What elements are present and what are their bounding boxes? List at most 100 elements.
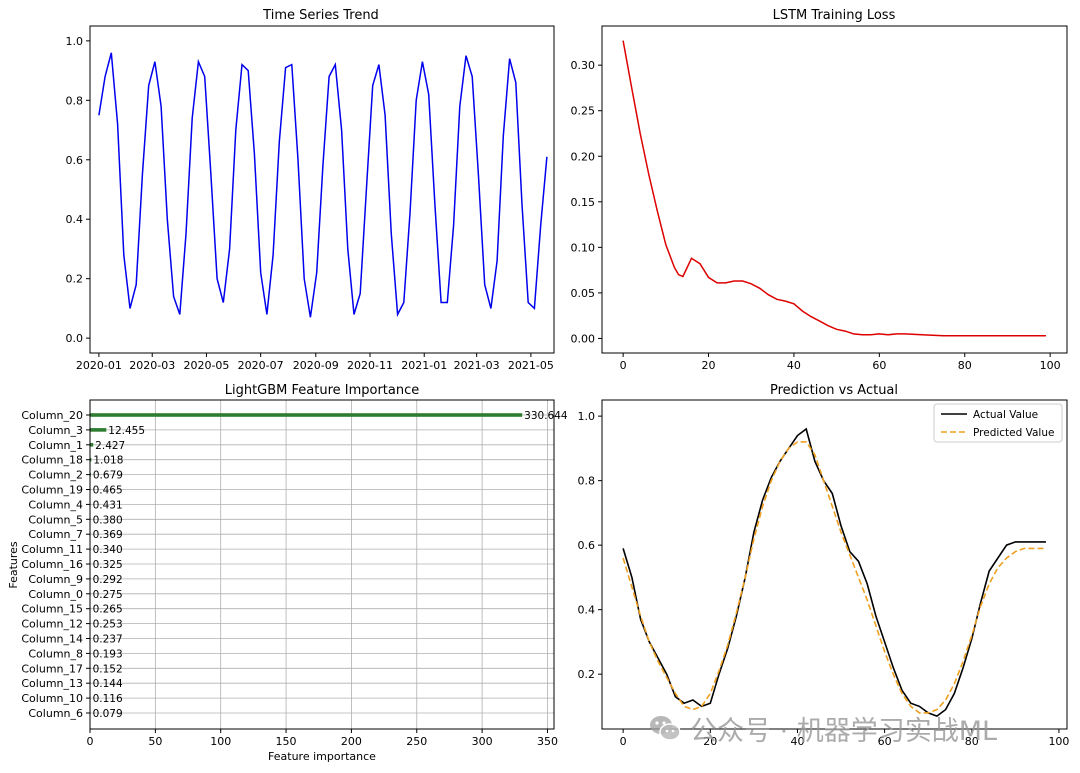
y-tick-label: 0.05 xyxy=(571,287,596,300)
x-tick-label: 2021-05 xyxy=(508,359,554,372)
bar-value-label: 1.018 xyxy=(93,455,123,467)
y-tick-label: 0.4 xyxy=(66,213,84,226)
legend: Actual Value Predicted Value xyxy=(933,403,1063,443)
training-loss-chart: LSTM Training Loss 0 20 40 60 80 100 0.00 0.05… xyxy=(571,8,1068,372)
bar-value-label: 12.455 xyxy=(108,425,145,437)
bar-value-label: 0.237 xyxy=(93,634,123,646)
plot-frame xyxy=(601,399,1068,730)
bar-value-label: 0.079 xyxy=(93,708,123,720)
y-tick-label: Column_20 xyxy=(21,409,83,422)
x-tick-label: 100 xyxy=(1048,735,1069,748)
bar xyxy=(90,428,107,432)
y-tick-label: Column_1 xyxy=(28,439,83,452)
predicted-series-line xyxy=(622,441,1046,714)
y-tick-label: 0.30 xyxy=(571,59,596,72)
x-tick-label: 2020-09 xyxy=(293,359,339,372)
bar-value-label: 0.679 xyxy=(93,470,123,482)
y-tick-label: 0.0 xyxy=(66,332,84,345)
x-tick-label: 20 xyxy=(702,359,716,372)
y-tick-label: 0.4 xyxy=(578,604,596,617)
chart-title: LSTM Training Loss xyxy=(773,8,896,23)
y-tick-label: 0.00 xyxy=(571,332,596,345)
grid xyxy=(89,400,554,729)
y-tick-label: 0.2 xyxy=(66,273,84,286)
x-tick-label: 100 xyxy=(1040,359,1061,372)
chart-title: Prediction vs Actual xyxy=(770,383,898,398)
plot-frame xyxy=(601,25,1068,354)
bar-value-label: 2.427 xyxy=(95,440,125,452)
y-tick-label: Column_16 xyxy=(21,558,83,571)
y-tick-label: 1.0 xyxy=(578,410,596,423)
bar-value-label: 0.380 xyxy=(93,514,123,526)
y-tick-label: Column_3 xyxy=(28,424,83,437)
chart-title: Time Series Trend xyxy=(262,8,379,23)
bar-value-label: 0.292 xyxy=(93,574,123,586)
y-axis: 0.0 0.2 0.4 0.6 0.8 1.0 xyxy=(66,35,90,345)
x-tick-label: 2020-05 xyxy=(183,359,229,372)
y-axis: 0.2 0.4 0.6 0.8 1.0 xyxy=(578,410,602,681)
bar xyxy=(90,443,94,447)
y-tick-label: Column_9 xyxy=(28,573,83,586)
bar-value-label: 0.465 xyxy=(93,485,123,497)
prediction-vs-actual-chart: Prediction vs Actual 0 20 40 60 80 100 0.2 0.4… xyxy=(578,383,1070,748)
x-tick-label: 0 xyxy=(87,735,94,748)
y-tick-label: 0.25 xyxy=(571,105,596,118)
x-tick-label: 2021-01 xyxy=(401,359,447,372)
bar-value-label: 0.193 xyxy=(93,648,123,660)
y-tick-label: 0.2 xyxy=(578,668,596,681)
bar-value-label: 0.369 xyxy=(93,529,123,541)
bar-value-label: 0.116 xyxy=(93,693,123,705)
x-tick-label: 80 xyxy=(958,359,972,372)
x-tick-label: 2021-03 xyxy=(454,359,500,372)
series-line xyxy=(98,52,548,318)
bars: 330.644 12.455 2.427 1.018 0.679 0.465 0.431 0.… xyxy=(90,410,568,720)
plot-frame xyxy=(89,25,555,354)
bar-value-label: 0.340 xyxy=(93,544,123,556)
x-axis: 0 20 40 60 80 100 xyxy=(620,729,1069,748)
x-tick-label: 0 xyxy=(620,359,627,372)
y-tick-label: Column_7 xyxy=(28,528,83,541)
feature-importance-chart: LightGBM Feature Importance 330.644 12.45… xyxy=(7,383,568,763)
bar-value-label: 330.644 xyxy=(524,410,568,422)
bar-value-label: 0.253 xyxy=(93,619,123,631)
x-tick-label: 2020-01 xyxy=(76,359,122,372)
x-tick-label: 2020-07 xyxy=(238,359,284,372)
bar-value-label: 0.275 xyxy=(93,589,123,601)
y-tick-label: Column_0 xyxy=(28,588,83,601)
y-tick-label: Column_5 xyxy=(28,513,83,526)
y-tick-label: Column_12 xyxy=(21,618,83,631)
x-tick-label: 300 xyxy=(472,735,493,748)
y-tick-label: Column_10 xyxy=(21,692,83,705)
legend-label-predicted: Predicted Value xyxy=(973,427,1054,439)
x-axis: 0 50 100 150 200 250 300 350 xyxy=(87,729,558,748)
bar xyxy=(90,413,523,417)
y-tick-label: 0.8 xyxy=(66,94,84,107)
y-tick-label: Column_11 xyxy=(21,543,83,556)
x-tick-label: 60 xyxy=(878,735,892,748)
x-tick-label: 2020-03 xyxy=(129,359,175,372)
y-tick-label: 0.20 xyxy=(571,150,596,163)
plot-frame xyxy=(89,399,555,730)
x-tick-label: 350 xyxy=(537,735,558,748)
y-axis: 0.00 0.05 0.10 0.15 0.20 0.25 0.30 xyxy=(571,59,602,345)
x-tick-label: 250 xyxy=(406,735,427,748)
x-tick-label: 20 xyxy=(703,735,717,748)
y-tick-label: Column_2 xyxy=(28,469,83,482)
y-tick-label: 0.8 xyxy=(578,475,596,488)
legend-label-actual: Actual Value xyxy=(973,409,1038,421)
bar-value-label: 0.144 xyxy=(93,678,123,690)
x-tick-label: 200 xyxy=(341,735,362,748)
x-tick-label: 150 xyxy=(276,735,297,748)
series-line xyxy=(622,40,1046,337)
y-tick-label: Column_18 xyxy=(21,454,83,467)
x-tick-label: 100 xyxy=(210,735,231,748)
x-axis: 2020-01 2020-03 2020-05 2020-07 2020-09 2020-… xyxy=(76,353,554,372)
x-tick-label: 0 xyxy=(620,735,627,748)
bar-value-label: 0.431 xyxy=(93,499,123,511)
y-axis: Column_20 Column_3 Column_1 Column_18 Column… xyxy=(21,409,90,720)
y-tick-label: Column_8 xyxy=(28,647,83,660)
y-tick-label: Column_6 xyxy=(28,707,83,720)
y-tick-label: 1.0 xyxy=(66,35,84,48)
x-tick-label: 60 xyxy=(872,359,886,372)
